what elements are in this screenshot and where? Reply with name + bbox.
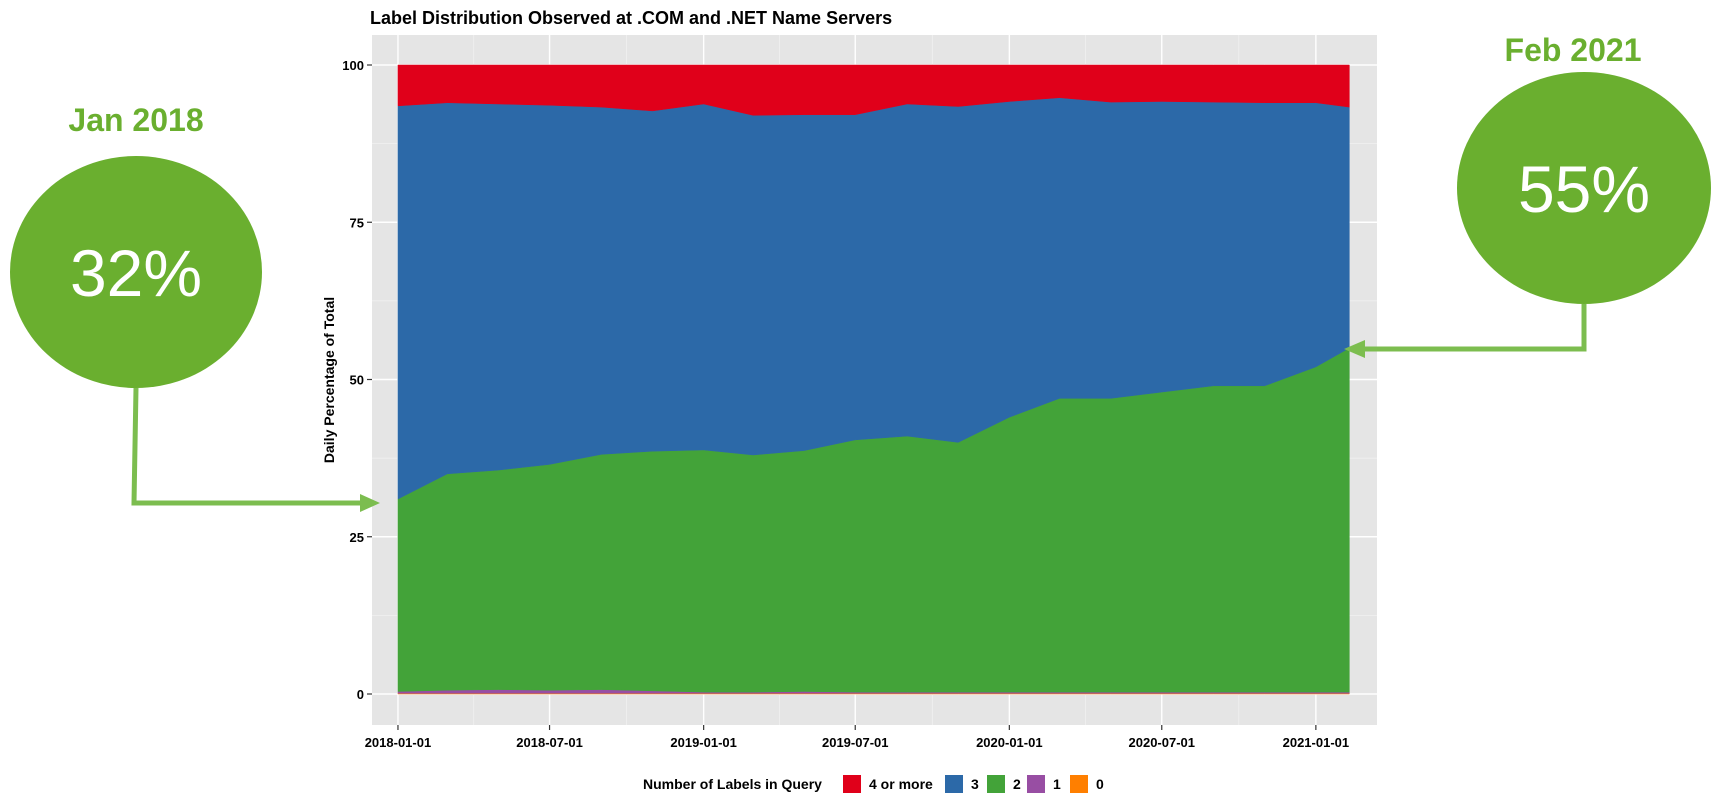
legend-key-4-or-more bbox=[843, 775, 861, 793]
callout-circle bbox=[10, 156, 262, 388]
x-tick-label: 2021-01-01 bbox=[1283, 735, 1350, 750]
legend-label: 1 bbox=[1053, 776, 1061, 792]
callout-value: 32% bbox=[70, 236, 202, 310]
x-tick-label: 2020-01-01 bbox=[976, 735, 1043, 750]
stacked-areas bbox=[397, 64, 1350, 695]
legend-key-3 bbox=[945, 775, 963, 793]
axes: 0 25 50 75 100 2018-01-01 2018-07-01 2019-01-01… bbox=[342, 58, 1349, 750]
callout-value: 55% bbox=[1518, 152, 1650, 226]
callout-arrow-line bbox=[1365, 304, 1587, 352]
x-tick-label: 2018-01-01 bbox=[365, 735, 432, 750]
x-tick-label: 2019-01-01 bbox=[670, 735, 737, 750]
y-tick-label: 100 bbox=[342, 58, 364, 73]
legend-key-1 bbox=[1027, 775, 1045, 793]
area-series-3-or-more bbox=[397, 64, 1350, 116]
legend-key-2 bbox=[987, 775, 1005, 793]
chart-title: Label Distribution Observed at .COM and … bbox=[370, 8, 892, 28]
legend-label: 3 bbox=[971, 776, 979, 792]
callout-date: Jan 2018 bbox=[68, 102, 203, 138]
y-axis-title: Daily Percentage of Total bbox=[321, 297, 337, 463]
callout-circle bbox=[1457, 72, 1711, 304]
x-tick-label: 2018-07-01 bbox=[516, 735, 583, 750]
legend-label: 2 bbox=[1013, 776, 1021, 792]
legend: Number of Labels in Query 4 or more 3 2 1 0 bbox=[643, 775, 1104, 793]
x-tick-label: 2020-07-01 bbox=[1129, 735, 1196, 750]
legend-label: 4 or more bbox=[869, 776, 933, 792]
y-tick-label: 0 bbox=[357, 687, 364, 702]
callout-arrowhead bbox=[1344, 340, 1365, 358]
legend-label: 0 bbox=[1096, 776, 1104, 792]
callout-feb-2021: Feb 2021 55% bbox=[1344, 32, 1711, 358]
x-tick-label: 2019-07-01 bbox=[822, 735, 889, 750]
callout-jan-2018: Jan 2018 32% bbox=[10, 102, 380, 512]
legend-key-0 bbox=[1070, 775, 1088, 793]
legend-title: Number of Labels in Query bbox=[643, 776, 822, 792]
y-tick-label: 75 bbox=[350, 215, 364, 230]
y-tick-label: 50 bbox=[350, 373, 364, 388]
callout-date: Feb 2021 bbox=[1505, 32, 1642, 68]
callout-arrow-line bbox=[131, 387, 360, 506]
y-tick-label: 25 bbox=[350, 530, 364, 545]
callout-arrowhead bbox=[360, 494, 380, 512]
